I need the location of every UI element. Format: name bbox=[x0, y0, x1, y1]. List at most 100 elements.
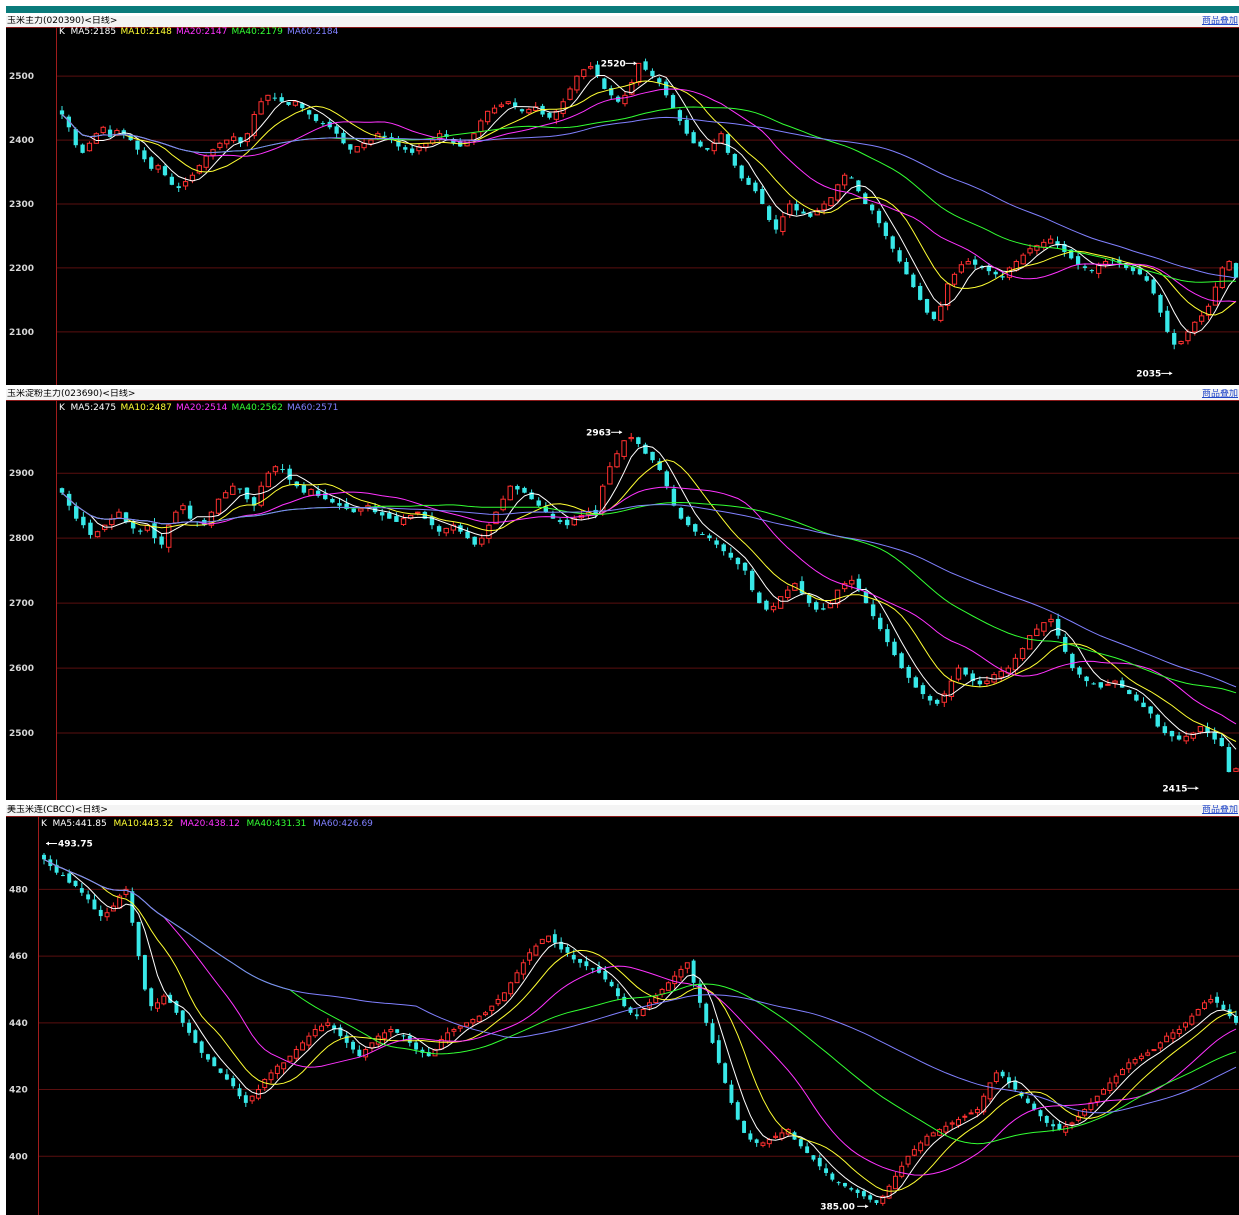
candle-body-down bbox=[924, 299, 930, 313]
candle-body-down bbox=[1165, 310, 1170, 332]
candle-body-down bbox=[287, 468, 292, 480]
y-tick-label: 400 bbox=[9, 1152, 28, 1162]
candle-body-down bbox=[918, 285, 923, 300]
candle-body-up bbox=[640, 1008, 646, 1016]
legend-entry: MA60:2184 bbox=[287, 27, 339, 37]
y-tick-label: 480 bbox=[9, 885, 28, 895]
candle-body-down bbox=[693, 524, 698, 532]
candle-body-up bbox=[438, 1039, 444, 1050]
candle-body-down bbox=[472, 536, 477, 545]
candle-body-down bbox=[746, 177, 751, 185]
candle-body-down bbox=[74, 506, 79, 519]
candle-body-down bbox=[897, 250, 902, 262]
candle-body-down bbox=[716, 1040, 721, 1063]
candle-body-up bbox=[777, 596, 784, 609]
legend-entry: MA5:2185 bbox=[71, 27, 117, 37]
chart-titlebar: 美玉米连(CBCC)<日线> 商品叠加 bbox=[6, 805, 1239, 816]
candle-body-down bbox=[1038, 1110, 1043, 1117]
candle-body-down bbox=[98, 909, 103, 917]
candle-body-up bbox=[292, 101, 299, 106]
candle-body-up bbox=[258, 485, 264, 506]
us-corn-continuous-chart-panel[interactable]: 美玉米连(CBCC)<日线> 商品叠加 400 420 440 460 480 K MA5:… bbox=[6, 805, 1239, 1215]
candle-body-down bbox=[159, 536, 164, 545]
candle-body-up bbox=[325, 1022, 331, 1026]
candle-body-down bbox=[571, 954, 576, 960]
candle-body-up bbox=[306, 1035, 312, 1046]
candle-body-up bbox=[272, 466, 279, 473]
candle-body-down bbox=[237, 488, 243, 490]
candle-body-down bbox=[403, 147, 408, 150]
candle-body-up bbox=[974, 1109, 980, 1114]
candle-body-up bbox=[1094, 1095, 1100, 1103]
chart-title: 美玉米连(CBCC)<日线> bbox=[7, 805, 108, 815]
candle-body-down bbox=[1151, 279, 1156, 294]
candle-body-down bbox=[735, 1102, 740, 1120]
candle-body-down bbox=[1055, 618, 1061, 636]
candle-body-down bbox=[193, 1030, 198, 1043]
candle-body-up bbox=[981, 1095, 987, 1113]
candle-body-up bbox=[375, 1035, 381, 1045]
candle-body-up bbox=[962, 1115, 968, 1118]
candlestick-chart[interactable]: 400 420 440 460 480 K MA5:441.85 MA10:443.32 MA2… bbox=[6, 816, 1239, 1215]
candle-body-down bbox=[1233, 263, 1239, 278]
candle-body-down bbox=[634, 1014, 639, 1017]
candle-body-up bbox=[300, 1042, 306, 1051]
candle-body-up bbox=[500, 498, 506, 511]
candle-body-down bbox=[603, 971, 608, 980]
candle-body-down bbox=[1221, 1004, 1226, 1010]
candle-body-down bbox=[657, 461, 662, 470]
candle-body-up bbox=[849, 579, 855, 585]
corn-main-chart-panel[interactable]: 玉米主力(020390)<日线> 商品叠加 2100 2200 2300 2400 25… bbox=[6, 16, 1239, 385]
candlestick-chart[interactable]: 2500 2600 2700 2800 2900 K MA5:2475 MA10:2487 MA… bbox=[6, 400, 1239, 800]
candle-body-down bbox=[330, 498, 335, 503]
marker-label: 385.00 bbox=[820, 1202, 855, 1212]
extreme-price-marker: 2963 bbox=[586, 428, 623, 438]
candle-body-down bbox=[1169, 730, 1175, 737]
candle-body-up bbox=[653, 995, 659, 1004]
commodity-overlay-link[interactable]: 商品叠加 bbox=[1201, 16, 1238, 26]
candle-body-down bbox=[224, 1074, 229, 1080]
candle-body-up bbox=[189, 174, 196, 182]
candle-body-down bbox=[1062, 243, 1067, 252]
candle-body-up bbox=[955, 667, 962, 680]
candle-body-down bbox=[911, 274, 916, 288]
candle-body-up bbox=[841, 583, 848, 590]
candle-body-down bbox=[1212, 732, 1217, 740]
candle-body-down bbox=[934, 699, 940, 704]
candle-body-up bbox=[821, 203, 827, 211]
candle-body-up bbox=[155, 165, 161, 170]
candle-body-down bbox=[138, 530, 143, 532]
candle-body-down bbox=[67, 873, 72, 883]
extreme-price-marker: 385.00 bbox=[820, 1202, 869, 1212]
candle-body-up bbox=[258, 101, 264, 115]
candle-body-down bbox=[88, 522, 93, 535]
marker-label: 2520 bbox=[601, 59, 626, 69]
candle-body-down bbox=[794, 203, 799, 211]
candle-body-down bbox=[1000, 1071, 1005, 1077]
candle-body-up bbox=[1192, 321, 1198, 333]
candle-body-down bbox=[206, 1054, 210, 1060]
commodity-overlay-link[interactable]: 商品叠加 bbox=[1201, 805, 1238, 815]
candle-body-up bbox=[483, 1012, 488, 1016]
candle-body-down bbox=[691, 960, 696, 983]
candle-body-up bbox=[1019, 648, 1026, 660]
candle-body-down bbox=[972, 259, 978, 265]
candle-body-up bbox=[491, 107, 498, 114]
candle-body-up bbox=[636, 62, 642, 83]
candle-body-up bbox=[949, 1122, 955, 1125]
commodity-overlay-link[interactable]: 商品叠加 bbox=[1201, 389, 1238, 399]
corn-starch-main-chart-panel[interactable]: 玉米淀粉主力(023690)<日线> 商品叠加 2500 2600 2700 2800… bbox=[6, 389, 1239, 800]
candle-body-down bbox=[904, 261, 909, 275]
candle-body-down bbox=[643, 61, 648, 70]
y-tick-label: 460 bbox=[9, 952, 28, 962]
candle-body-down bbox=[351, 508, 356, 513]
candle-body-up bbox=[479, 537, 485, 545]
candle-body-down bbox=[451, 139, 456, 144]
candle-body-up bbox=[948, 680, 955, 697]
ma40-line bbox=[61, 492, 1237, 694]
candle-body-up bbox=[445, 1032, 451, 1042]
candle-body-down bbox=[892, 641, 897, 656]
y-tick-label: 2700 bbox=[9, 599, 34, 609]
candle-body-down bbox=[559, 941, 564, 950]
